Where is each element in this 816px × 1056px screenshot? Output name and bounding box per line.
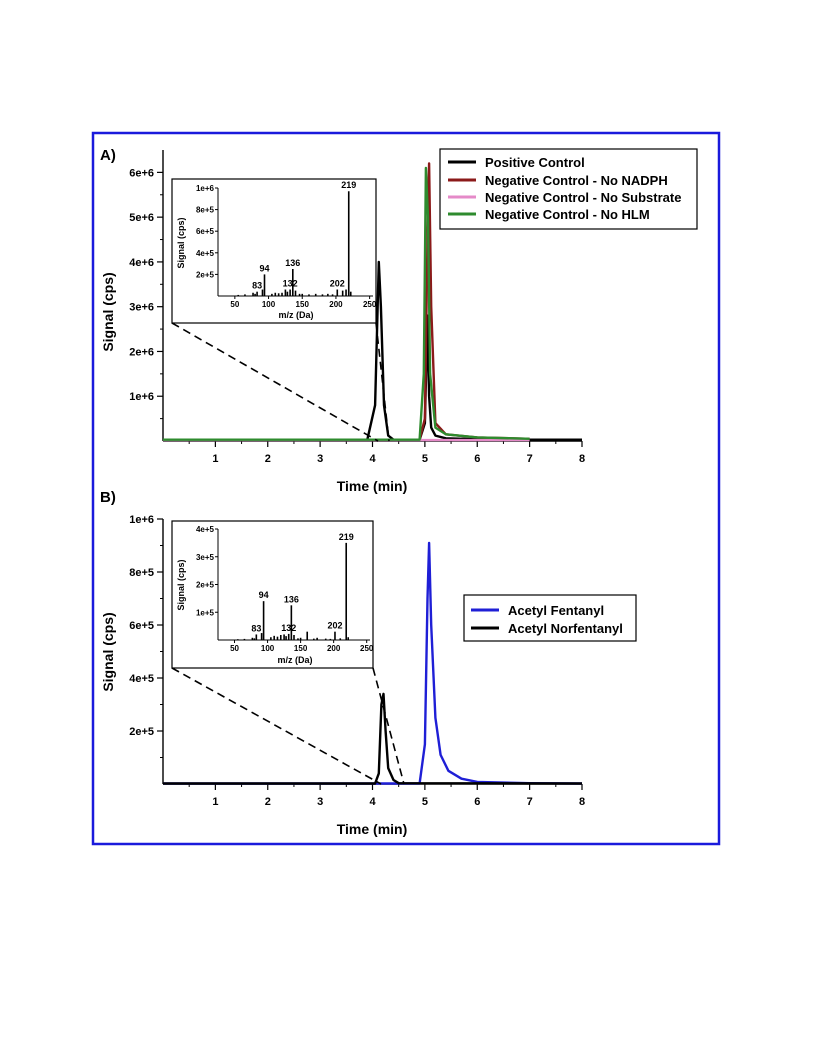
panel-b-series-acetyl-norfentanyl bbox=[163, 692, 583, 785]
panel-b-x-tick-label: 2 bbox=[265, 796, 271, 808]
panel-a-inset-peak-label: 132 bbox=[283, 279, 298, 289]
panel-a-inset-peak-label: 94 bbox=[259, 263, 269, 273]
panel-b-inset-y-tick-label: 1e+5 bbox=[196, 608, 215, 617]
panel-b-inset-x-axis-label: m/z (Da) bbox=[277, 655, 312, 665]
panel-b-y-tick-label: 4e+5 bbox=[129, 673, 154, 685]
panel-a-x-tick-label: 8 bbox=[579, 453, 585, 465]
panel-b-x-tick-label: 4 bbox=[369, 796, 376, 808]
panel-a-series-negative-control-no-hlm bbox=[163, 166, 530, 441]
panel-b-inset-peak-label: 94 bbox=[259, 590, 269, 600]
panel-b-plot-area: 1 2 3 4 5 6 7 8 2e+5 4e+5 6e+5 8e+5 1e+6 bbox=[129, 514, 585, 808]
panel-b-zoom-line-right bbox=[372, 667, 405, 785]
panel-b-inset-peak-label: 202 bbox=[327, 621, 342, 631]
panel-b-inset-x-tick-label: 100 bbox=[261, 644, 275, 653]
panel-b-y-axis-label: Signal (cps) bbox=[100, 612, 116, 691]
panel-a-inset-x-axis-label: m/z (Da) bbox=[278, 310, 313, 320]
panel-a-zoom-line-left bbox=[171, 322, 379, 442]
panel-a-y-tick-label: 1e+6 bbox=[129, 391, 154, 403]
panel-a-plot-area: 1 2 3 4 5 6 7 8 1e+6 2e+6 3e+6 4e+6 5e+6 6e+6 bbox=[129, 150, 585, 465]
figure-frame bbox=[91, 131, 721, 846]
panel-b-inset: 50 100 150 200 250 1e+5 2e+5 3e+5 4e+5 83 94 132 136… bbox=[171, 520, 405, 785]
panel-a-x-tick-label: 2 bbox=[265, 453, 271, 465]
panel-a-inset-y-tick-label: 6e+5 bbox=[196, 227, 215, 236]
panel-a-legend-box bbox=[439, 148, 698, 230]
panel-a-inset-x-tick-label: 250 bbox=[363, 300, 377, 309]
panel-a-x-axis-label: Time (min) bbox=[337, 478, 408, 494]
legend-label-no-hlm: Negative Control - No HLM bbox=[485, 207, 650, 222]
panel-b: B) 1 2 3 4 5 6 7 8 2e+5 4e+5 6e+5 8e+5 1e+6 Time (mi… bbox=[100, 489, 637, 837]
panel-a-inset-peak-label: 219 bbox=[341, 180, 356, 190]
panel-a-x-tick-label: 1 bbox=[212, 453, 218, 465]
panel-a-x-tick-label: 7 bbox=[527, 453, 533, 465]
panel-a-legend: Positive Control Negative Control - No N… bbox=[439, 148, 698, 230]
panel-b-x-tick-label: 8 bbox=[579, 796, 585, 808]
panel-b-y-tick-label: 8e+5 bbox=[129, 567, 154, 579]
panel-b-inset-x-tick-label: 50 bbox=[230, 644, 239, 653]
legend-label-acetyl-norfentanyl: Acetyl Norfentanyl bbox=[508, 621, 623, 636]
panel-a-x-tick-label: 4 bbox=[369, 453, 376, 465]
panel-a-inset-x-tick-label: 50 bbox=[230, 300, 239, 309]
panel-b-legend: Acetyl Fentanyl Acetyl Norfentanyl bbox=[463, 594, 637, 642]
panel-a-inset-y-tick-label: 8e+5 bbox=[196, 206, 215, 215]
panel-b-legend-box bbox=[463, 594, 637, 642]
panel-a: A) 1 2 3 4 5 6 7 8 1e+6 2e+6 3e+6 4e+6 5e+6 6e+6 Time… bbox=[100, 147, 698, 494]
panel-b-x-tick-label: 5 bbox=[422, 796, 428, 808]
panel-a-inset-y-tick-label: 2e+5 bbox=[196, 270, 215, 279]
panel-a-letter: A) bbox=[100, 147, 116, 164]
panel-b-inset-peak-label: 136 bbox=[284, 594, 299, 604]
panel-a-inset-x-tick-label: 200 bbox=[329, 300, 343, 309]
panel-a-x-tick-label: 5 bbox=[422, 453, 428, 465]
panel-b-x-tick-label: 7 bbox=[527, 796, 533, 808]
panel-b-x-axis-label: Time (min) bbox=[337, 821, 408, 837]
legend-label-no-substrate: Negative Control - No Substrate bbox=[485, 190, 681, 205]
panel-b-inset-x-tick-label: 200 bbox=[327, 644, 341, 653]
panel-a-inset-y-tick-label: 4e+5 bbox=[196, 249, 215, 258]
panel-b-letter: B) bbox=[100, 489, 116, 506]
panel-b-zoom-line-left bbox=[171, 667, 382, 785]
panel-a-y-tick-label: 4e+6 bbox=[129, 257, 154, 269]
legend-label-no-nadph: Negative Control - No NADPH bbox=[485, 173, 668, 188]
panel-a-x-tick-label: 3 bbox=[317, 453, 323, 465]
panel-a-y-tick-label: 6e+6 bbox=[129, 167, 154, 179]
panel-b-inset-peak-label: 219 bbox=[339, 532, 354, 542]
panel-a-inset-x-tick-label: 100 bbox=[262, 300, 276, 309]
panel-b-inset-plot: 50 100 150 200 250 1e+5 2e+5 3e+5 4e+5 83 94 132 136… bbox=[196, 525, 374, 653]
panel-b-inset-peak-label: 83 bbox=[251, 623, 261, 633]
panel-b-inset-y-tick-label: 2e+5 bbox=[196, 581, 215, 590]
panel-b-inset-frame bbox=[171, 520, 374, 669]
panel-b-inset-y-axis-label: Signal (cps) bbox=[176, 559, 186, 610]
panel-a-inset-y-tick-label: 1e+6 bbox=[196, 184, 215, 193]
panel-b-y-tick-label: 1e+6 bbox=[129, 514, 154, 526]
panel-a-y-tick-label: 3e+6 bbox=[129, 302, 154, 314]
panel-b-y-tick-label: 6e+5 bbox=[129, 620, 154, 632]
panel-b-x-tick-label: 6 bbox=[474, 796, 480, 808]
panel-a-inset-peak-label: 83 bbox=[252, 281, 262, 291]
panel-a-inset-peak-label: 136 bbox=[285, 258, 300, 268]
panel-a-zoom-line-right bbox=[375, 322, 390, 442]
panel-b-inset-y-tick-label: 3e+5 bbox=[196, 553, 215, 562]
panel-b-x-tick-label: 1 bbox=[212, 796, 218, 808]
panel-a-inset-y-axis-label: Signal (cps) bbox=[176, 217, 186, 268]
panel-a-inset-x-tick-label: 150 bbox=[296, 300, 310, 309]
panel-a-inset-frame bbox=[171, 178, 377, 324]
panel-b-inset-y-tick-label: 4e+5 bbox=[196, 525, 215, 534]
panel-b-series-acetyl-fentanyl bbox=[163, 541, 583, 785]
panel-b-y-tick-label: 2e+5 bbox=[129, 726, 154, 738]
panel-a-inset-plot: 50 100 150 200 250 2e+5 4e+5 6e+5 8e+5 1e+6 83 94 13… bbox=[196, 180, 377, 309]
panel-a-y-tick-label: 5e+6 bbox=[129, 212, 154, 224]
panel-b-x-tick-label: 3 bbox=[317, 796, 323, 808]
panel-a-inset: 50 100 150 200 250 2e+5 4e+5 6e+5 8e+5 1e+6 83 94 13… bbox=[171, 178, 390, 442]
panel-b-inset-x-tick-label: 150 bbox=[294, 644, 308, 653]
panel-a-x-tick-label: 6 bbox=[474, 453, 480, 465]
legend-label-acetyl-fentanyl: Acetyl Fentanyl bbox=[508, 603, 604, 618]
panel-a-y-tick-label: 2e+6 bbox=[129, 346, 154, 358]
panel-a-inset-peak-label: 202 bbox=[330, 279, 345, 289]
legend-label-positive-control: Positive Control bbox=[485, 155, 585, 170]
panel-a-y-axis-label: Signal (cps) bbox=[100, 272, 116, 351]
panel-b-inset-peak-label: 132 bbox=[281, 623, 296, 633]
panel-b-inset-x-tick-label: 250 bbox=[360, 644, 374, 653]
